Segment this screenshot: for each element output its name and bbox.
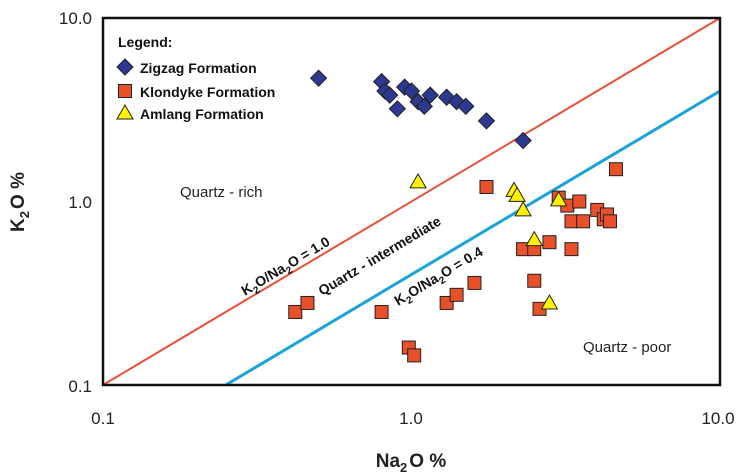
x-tick-label-0: 0.1 <box>91 409 115 428</box>
ratio-04-label-sub2: 2 <box>437 275 448 288</box>
data-point-series-2-point-4 <box>525 230 544 247</box>
legend-marker-2 <box>116 103 134 120</box>
data-points <box>288 69 623 363</box>
data-point-series-2-point-3 <box>514 200 532 217</box>
data-point-series-2-point-6 <box>549 190 568 207</box>
data-point-series-0-point-14 <box>514 131 532 150</box>
y-tick-label-2: 0.1 <box>68 377 92 396</box>
ratio-04-label-sub1: 2 <box>405 294 416 307</box>
data-point-series-1-point-6 <box>449 287 464 302</box>
data-point-series-2-point-0 <box>409 172 427 189</box>
legend-markers <box>116 58 134 120</box>
legend-label-klondyke: Klondyke Formation <box>140 84 275 100</box>
legend-label-zigzag: Zigzag Formation <box>140 60 257 76</box>
y-tick-label-0: 10.0 <box>59 9 92 28</box>
data-point-series-0-point-4 <box>388 100 407 118</box>
x-axis-title: Na2 O % <box>376 451 447 475</box>
ratio-1-label-sub2: 2 <box>284 265 295 278</box>
data-point-series-1-point-0 <box>288 304 303 319</box>
y-tick-label-1: 1.0 <box>68 193 92 212</box>
legend-marker-0 <box>116 58 134 76</box>
data-point-series-0-point-3 <box>381 86 399 104</box>
region-label-poor: Quartz - poor <box>583 339 671 356</box>
ratio-line-1-0 <box>102 17 721 386</box>
data-point-series-2-point-2 <box>508 186 526 202</box>
data-point-series-0-point-9 <box>421 86 439 104</box>
legend-title: Legend: <box>118 34 172 50</box>
y-axis-title: K2 O % <box>8 172 32 232</box>
data-point-series-1-point-23 <box>603 214 618 229</box>
plot-frame <box>101 16 722 387</box>
data-point-series-0-point-8 <box>415 97 433 116</box>
data-point-series-0-point-0 <box>309 69 328 87</box>
legend: Legend: Zigzag Formation Klondyke Format… <box>116 34 275 122</box>
data-point-series-1-point-19 <box>576 214 591 229</box>
data-point-series-1-point-2 <box>374 304 389 319</box>
data-point-series-0-point-12 <box>457 97 475 116</box>
legend-marker-1 <box>118 84 132 98</box>
data-point-series-1-point-18 <box>572 194 587 209</box>
data-point-series-1-point-13 <box>542 235 557 250</box>
y-axis-title-main: K <box>8 218 29 232</box>
data-point-series-1-point-4 <box>407 348 422 363</box>
y-axis-title-rest: O % <box>8 172 29 209</box>
x-axis-title-sub: 2 <box>400 460 407 475</box>
x-tick-label-1: 1.0 <box>399 409 423 428</box>
data-point-series-1-point-24 <box>608 162 623 177</box>
y-axis-title-sub: 2 <box>17 211 32 218</box>
data-point-series-1-point-1 <box>300 295 315 310</box>
data-point-series-0-point-13 <box>477 112 496 130</box>
ratio-1-label-sub1: 2 <box>252 284 263 297</box>
data-point-series-0-point-6 <box>402 82 421 100</box>
data-point-series-1-point-7 <box>467 275 482 290</box>
region-label-rich: Quartz - rich <box>180 184 263 201</box>
data-point-series-2-point-5 <box>540 293 559 310</box>
x-axis-title-rest: O % <box>409 451 446 472</box>
legend-label-amlang: Amlang Formation <box>140 106 264 122</box>
x-tick-label-2: 10.0 <box>701 409 734 428</box>
ratio-line-0-4 <box>224 89 721 387</box>
data-point-series-1-point-16 <box>564 242 579 257</box>
data-point-series-1-point-8 <box>479 179 494 194</box>
data-point-series-1-point-11 <box>527 273 542 288</box>
x-axis-title-main: Na <box>376 451 401 472</box>
data-point-series-1-point-17 <box>564 214 579 229</box>
